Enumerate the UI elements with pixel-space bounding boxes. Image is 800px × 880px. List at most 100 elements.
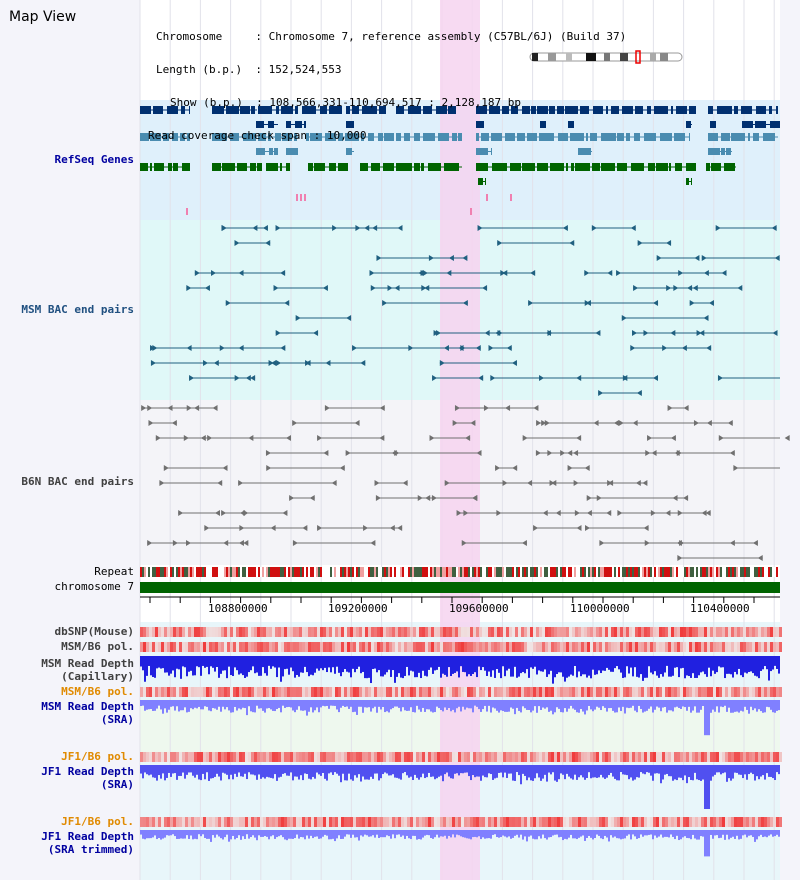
msm-sra-depth-bar [180, 700, 182, 711]
msm-sra-depth-bar [718, 700, 720, 713]
track-label-msm-bac[interactable]: MSM BAC end pairs [21, 303, 134, 316]
jf1-sra-depth-bar [508, 765, 510, 774]
repeat-block [460, 567, 462, 577]
b6n-bac-pair-end [302, 525, 308, 531]
jf1-b6-pol2-heat [734, 817, 737, 827]
repeat-block [326, 567, 328, 577]
jf1-sra-depth-bar [194, 765, 196, 778]
jf1-sra-depth-bar [230, 765, 232, 775]
msm-sra-depth-bar [484, 700, 486, 706]
gene-exon [396, 106, 404, 114]
msm-b6-pol-heat [140, 642, 143, 652]
msm-sra-depth-bar [598, 700, 600, 708]
repeat-block [616, 567, 618, 577]
msm-capillary-depth-bar [450, 656, 452, 677]
track-label-refseq-genes[interactable]: RefSeq Genes [54, 153, 134, 166]
repeat-block [668, 567, 670, 577]
jf1-b6-pol2-heat [401, 817, 404, 827]
track-label-chromosome[interactable]: chromosome 7 [54, 580, 134, 593]
dbsnp-heat [761, 627, 764, 637]
jf1-b6-pol-heat [284, 752, 287, 762]
msm-sra-depth-bar [626, 700, 628, 708]
msm-sra-depth-bar [448, 700, 450, 709]
jf1-b6-pol-heat [329, 752, 332, 762]
msm-b6-pol-heat [353, 642, 356, 652]
track-label-msm-b6-pol-1[interactable]: MSM/B6 pol. [61, 640, 134, 653]
b6n-bac-pair-end [752, 540, 758, 546]
jf1-trimmed-depth-bar [242, 830, 244, 837]
track-label-dbsnp[interactable]: dbSNP(Mouse) [54, 625, 134, 638]
msm-capillary-depth-bar [164, 656, 166, 673]
msm-b6-pol-heat [371, 642, 374, 652]
msm-sra-depth-bar [322, 700, 324, 706]
msm-bac-pair-end [234, 375, 240, 381]
msm-sra-depth-bar [492, 700, 494, 708]
jf1-sra-depth-bar [494, 765, 496, 779]
msm-b6-pol2-heat [356, 687, 359, 697]
jf1-sra-depth-bar [618, 765, 620, 781]
gene-exon [537, 106, 548, 114]
msm-b6-pol2-heat [755, 687, 758, 697]
msm-b6-pol-heat [293, 642, 296, 652]
msm-capillary-depth-bar [604, 656, 606, 671]
track-label-jf1-depth-trim[interactable]: JF1 Read Depth [41, 830, 134, 843]
gene-exon [741, 106, 752, 114]
msm-sra-depth-bar [736, 700, 738, 712]
msm-b6-pol2-heat [152, 687, 155, 697]
dbsnp-heat [185, 627, 188, 637]
repeat-block [660, 567, 662, 577]
jf1-sra-depth-bar [374, 765, 376, 774]
msm-capillary-depth-bar [378, 656, 380, 671]
track-label-jf1-b6-pol-1[interactable]: JF1/B6 pol. [61, 750, 134, 763]
jf1-b6-pol-heat [758, 752, 761, 762]
jf1-trimmed-depth-bar [490, 830, 492, 839]
track-label-b6n-bac[interactable]: B6N BAC end pairs [21, 475, 134, 488]
dbsnp-heat [314, 627, 317, 637]
gene-exon [706, 163, 710, 171]
track-label-msm-depth-capillary[interactable]: MSM Read Depth [41, 657, 134, 670]
jf1-trimmed-depth-bar [414, 830, 416, 836]
jf1-b6-pol-heat [293, 752, 296, 762]
msm-bac-pair-end [721, 270, 727, 276]
msm-b6-pol2-heat [194, 687, 197, 697]
msm-bac-pair-end [562, 225, 568, 231]
repeat-block [490, 567, 492, 577]
msm-capillary-depth-bar [696, 656, 698, 678]
msm-sra-depth-bar [372, 700, 374, 709]
b6n-bac-pair-end [544, 420, 550, 426]
repeat-block [202, 567, 204, 577]
msm-sra-depth-bar [602, 700, 604, 707]
jf1-sra-depth-bar [392, 765, 394, 775]
track-label-msm-b6-pol-2[interactable]: MSM/B6 pol. [61, 685, 134, 698]
repeat-block [468, 567, 470, 577]
msm-sra-depth-bar [762, 700, 764, 713]
msm-capillary-depth-bar [140, 656, 142, 667]
jf1-b6-pol-heat [521, 752, 524, 762]
repeat-block [462, 567, 464, 577]
track-label-repeat[interactable]: Repeat [94, 565, 134, 578]
dbsnp-heat [593, 627, 596, 637]
dbsnp-heat [368, 627, 371, 637]
msm-b6-pol-heat [401, 642, 404, 652]
gene-exon [268, 121, 274, 128]
track-label-jf1-b6-pol-2[interactable]: JF1/B6 pol. [61, 815, 134, 828]
jf1-b6-pol2-heat [500, 817, 503, 827]
track-label-msm-depth-sra[interactable]: MSM Read Depth [41, 700, 134, 713]
repeat-block [436, 567, 438, 577]
jf1-b6-pol2-heat [323, 817, 326, 827]
jf1-b6-pol2-heat [770, 817, 773, 827]
msm-b6-pol2-heat [635, 687, 638, 697]
msm-b6-pol-heat [362, 642, 365, 652]
track-label-jf1-depth-sra[interactable]: JF1 Read Depth [41, 765, 134, 778]
b6n-bac-pair-end [172, 540, 178, 546]
jf1-trimmed-depth-bar [514, 830, 516, 836]
repeat-block [368, 567, 370, 577]
gene-exon [654, 106, 668, 114]
msm-b6-pol2-heat [344, 687, 347, 697]
jf1-trimmed-depth-bar [566, 830, 568, 840]
jf1-b6-pol2-heat [557, 817, 560, 827]
jf1-sra-depth-bar [684, 765, 686, 776]
jf1-trimmed-depth-bar [170, 830, 172, 836]
msm-b6-pol-heat [623, 642, 626, 652]
